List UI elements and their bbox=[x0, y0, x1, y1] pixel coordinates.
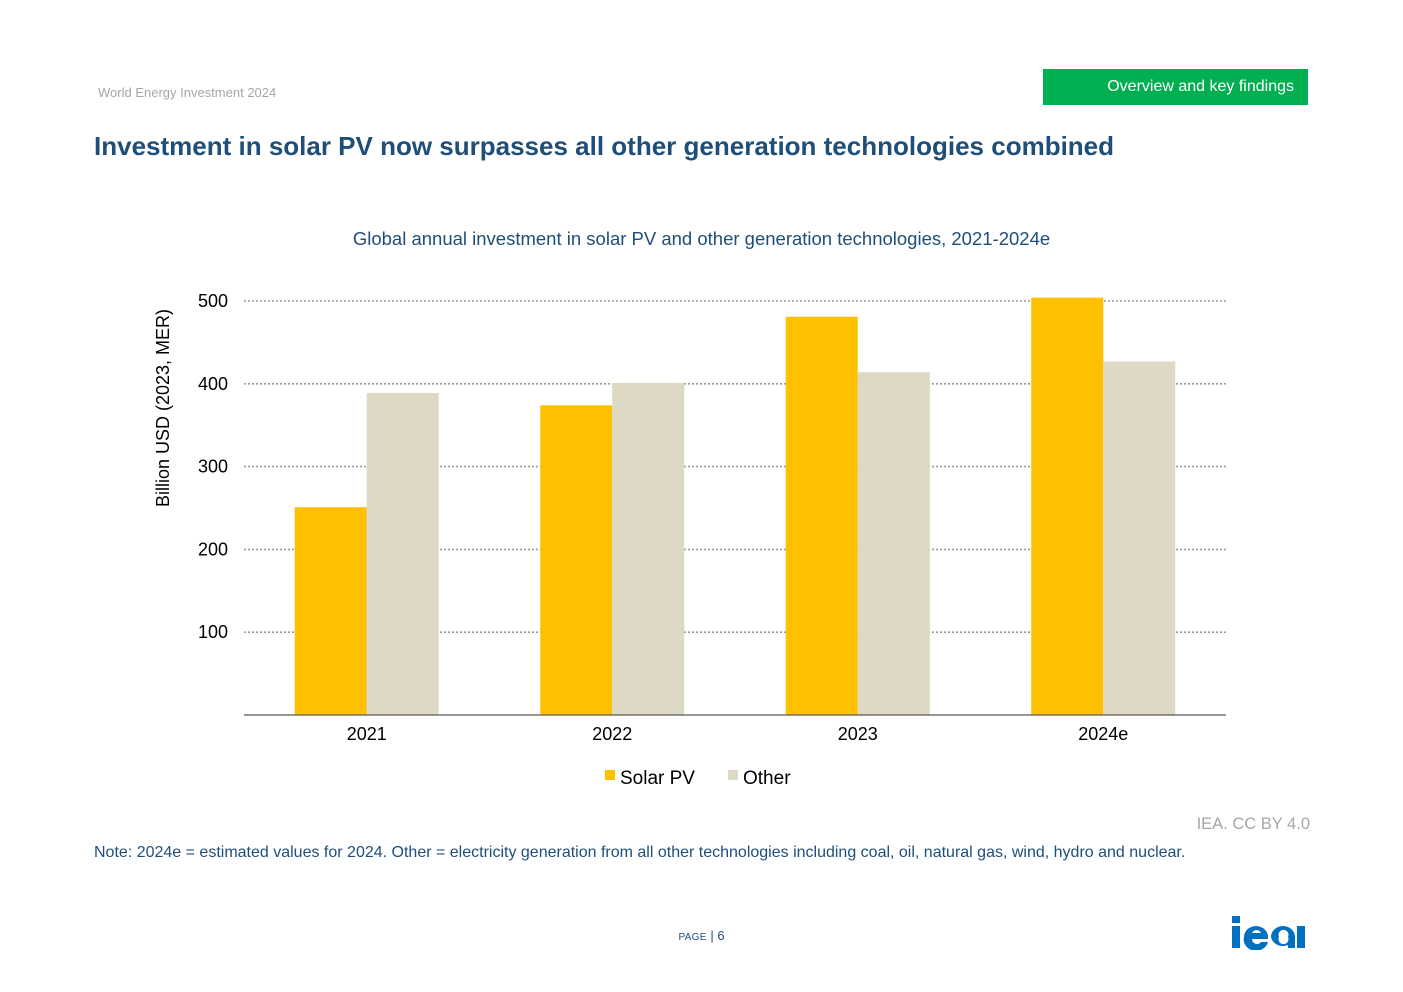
section-label: Overview and key findings bbox=[1107, 78, 1294, 95]
legend-label: Other bbox=[743, 768, 791, 789]
y-tick-label: 200 bbox=[198, 539, 228, 559]
x-tick-label: 2021 bbox=[347, 724, 387, 744]
legend-swatch-other bbox=[728, 770, 738, 780]
bar-solar-pv-2024e bbox=[1031, 297, 1104, 715]
y-tick-label: 300 bbox=[198, 457, 228, 477]
x-tick-label: 2022 bbox=[592, 724, 632, 744]
bar-solar-pv-2023 bbox=[785, 316, 858, 715]
y-axis-label: Billion USD (2023, MER) bbox=[153, 309, 173, 507]
chart-note: Note: 2024e = estimated values for 2024.… bbox=[94, 844, 1186, 861]
iea-logo bbox=[1232, 916, 1305, 950]
bar-other-2024e bbox=[1103, 361, 1176, 715]
y-tick-label: 500 bbox=[198, 291, 228, 311]
y-tick-label: 100 bbox=[198, 622, 228, 642]
bar-solar-pv-2022 bbox=[540, 405, 613, 715]
bar-other-2022 bbox=[612, 382, 685, 715]
legend-label: Solar PV bbox=[620, 768, 695, 789]
page-number-value: 6 bbox=[717, 928, 725, 943]
license-credit: IEA. CC BY 4.0 bbox=[1196, 815, 1310, 833]
bar-solar-pv-2021 bbox=[294, 507, 367, 715]
report-name: World Energy Investment 2024 bbox=[98, 85, 277, 100]
section-badge: Overview and key findings bbox=[1043, 69, 1308, 105]
chart-title: Global annual investment in solar PV and… bbox=[352, 228, 1051, 249]
bar-other-2021 bbox=[366, 392, 439, 715]
bar-other-2023 bbox=[857, 372, 930, 715]
y-tick-label: 400 bbox=[198, 374, 228, 394]
page-number: Page | 6 bbox=[0, 928, 1403, 943]
legend-swatch-solar-pv bbox=[605, 770, 615, 780]
page-label: Page bbox=[678, 932, 707, 943]
page-separator: | bbox=[710, 928, 714, 943]
page-title: Investment in solar PV now surpasses all… bbox=[94, 131, 1115, 161]
x-tick-label: 2023 bbox=[838, 724, 878, 744]
x-tick-label: 2024e bbox=[1078, 724, 1128, 744]
